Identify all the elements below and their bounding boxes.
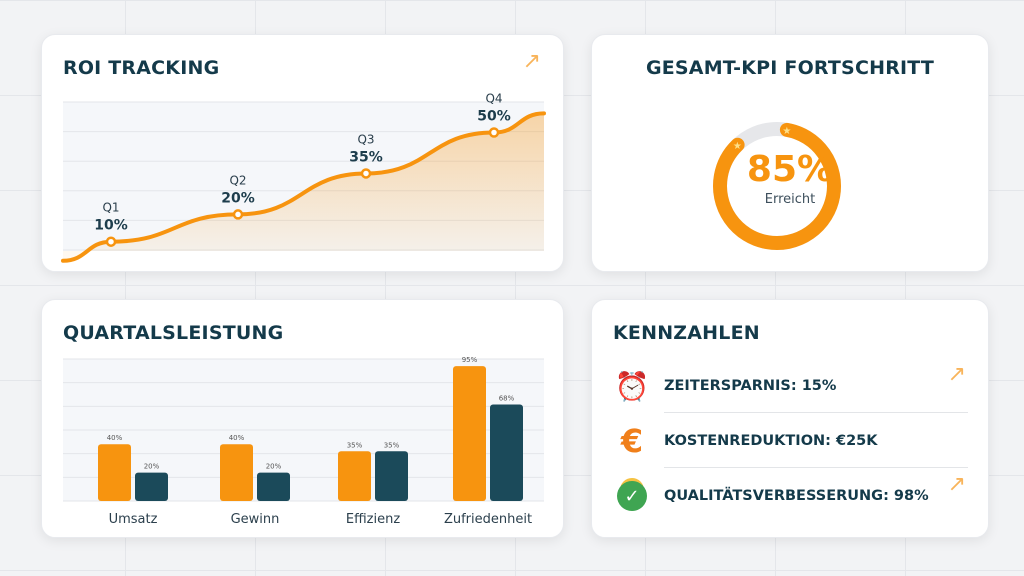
alarm-clock-icon: ⏰ [614, 369, 650, 403]
data-point [360, 168, 372, 179]
x-tick-label: Zufriedenheit [444, 512, 532, 527]
divider [664, 412, 968, 413]
quarter-bar-chart: 40% 20% Umsatz 40% 20% Gewinn 35% 35% Effizienz 9… [63, 356, 544, 527]
euro-icon: € [620, 422, 644, 460]
star-icon: ★ [782, 126, 791, 137]
bar [338, 451, 371, 501]
bar-value-label: 35% [347, 441, 363, 449]
area-fill [63, 113, 544, 261]
x-tick-label: Gewinn [231, 512, 280, 527]
roi-line-chart: Q1 10% Q2 20% Q3 35% Q4 50% [61, 92, 546, 263]
bar-value-label: 95% [462, 356, 478, 364]
bar [135, 472, 168, 501]
donut-progress [713, 122, 841, 250]
roi-tracking-card: ROI TRACKING ↗ Q1 10% Q2 20% Q3 35% Q4 50% [41, 34, 564, 272]
data-point [488, 127, 500, 138]
metric-label: KOSTENREDUKTION: €25K [664, 433, 878, 449]
bar-value-label: 40% [107, 434, 123, 442]
bar [98, 444, 131, 501]
x-tick-label: Q3 [357, 132, 374, 146]
metric-row: ✓ QUALITÄTSVERBESSERUNG: 98% [612, 476, 968, 516]
x-tick-label: Umsatz [109, 512, 158, 527]
bar [375, 451, 408, 501]
bar-value-label: 40% [229, 434, 245, 442]
data-label: 50% [477, 109, 511, 125]
quartalsleistung-card: QUARTALSLEISTUNG 40% 20% Umsatz 40% 20% Gewin… [41, 299, 564, 538]
data-label: 10% [94, 218, 128, 234]
metric-label: ZEITERSPARNIS: 15% [664, 378, 837, 394]
bar [453, 366, 486, 501]
kennzahlen-card: KENNZAHLEN ⏰ ZEITERSPARNIS: 15% ↗ € KOST… [591, 299, 989, 538]
metric-row: € KOSTENREDUKTION: €25K [612, 421, 968, 461]
kpi-value: 85% [746, 149, 834, 190]
bar-value-label: 68% [499, 394, 515, 402]
metric-row: ⏰ ZEITERSPARNIS: 15% [612, 366, 968, 406]
x-tick-label: Effizienz [346, 512, 400, 527]
data-point [105, 236, 117, 247]
bar [220, 444, 253, 501]
bar [257, 472, 290, 501]
x-tick-label: Q4 [485, 92, 502, 106]
data-label: 20% [221, 190, 255, 206]
bar [490, 404, 523, 501]
trend-up-arrow-icon: ↗ [947, 472, 966, 497]
trend-up-arrow-icon: ↗ [947, 362, 966, 387]
bar-value-label: 35% [384, 441, 400, 449]
bar-value-label: 20% [144, 463, 160, 471]
data-point [232, 209, 244, 220]
roi-title: ROI TRACKING [63, 57, 220, 79]
bar-value-label: 20% [266, 463, 282, 471]
divider [664, 467, 968, 468]
quarter-title: QUARTALSLEISTUNG [63, 322, 284, 344]
kpi-donut: ★★ [713, 122, 841, 250]
kpi-title: GESAMT-KPI FORTSCHRITT [645, 57, 935, 79]
check-badge-icon: ✓ [612, 476, 652, 516]
star-icon: ★ [733, 141, 742, 152]
kpi-progress-card: GESAMT-KPI FORTSCHRITT ★ ★ 85% Erreicht [591, 34, 989, 272]
data-label: 35% [349, 149, 383, 165]
trend-up-arrow-icon: ↗ [522, 49, 541, 74]
metrics-title: KENNZAHLEN [613, 322, 760, 344]
x-tick-label: Q2 [229, 173, 246, 187]
metric-label: QUALITÄTSVERBESSERUNG: 98% [664, 488, 929, 504]
kpi-sub: Erreicht [764, 192, 816, 207]
x-tick-label: Q1 [102, 201, 119, 215]
